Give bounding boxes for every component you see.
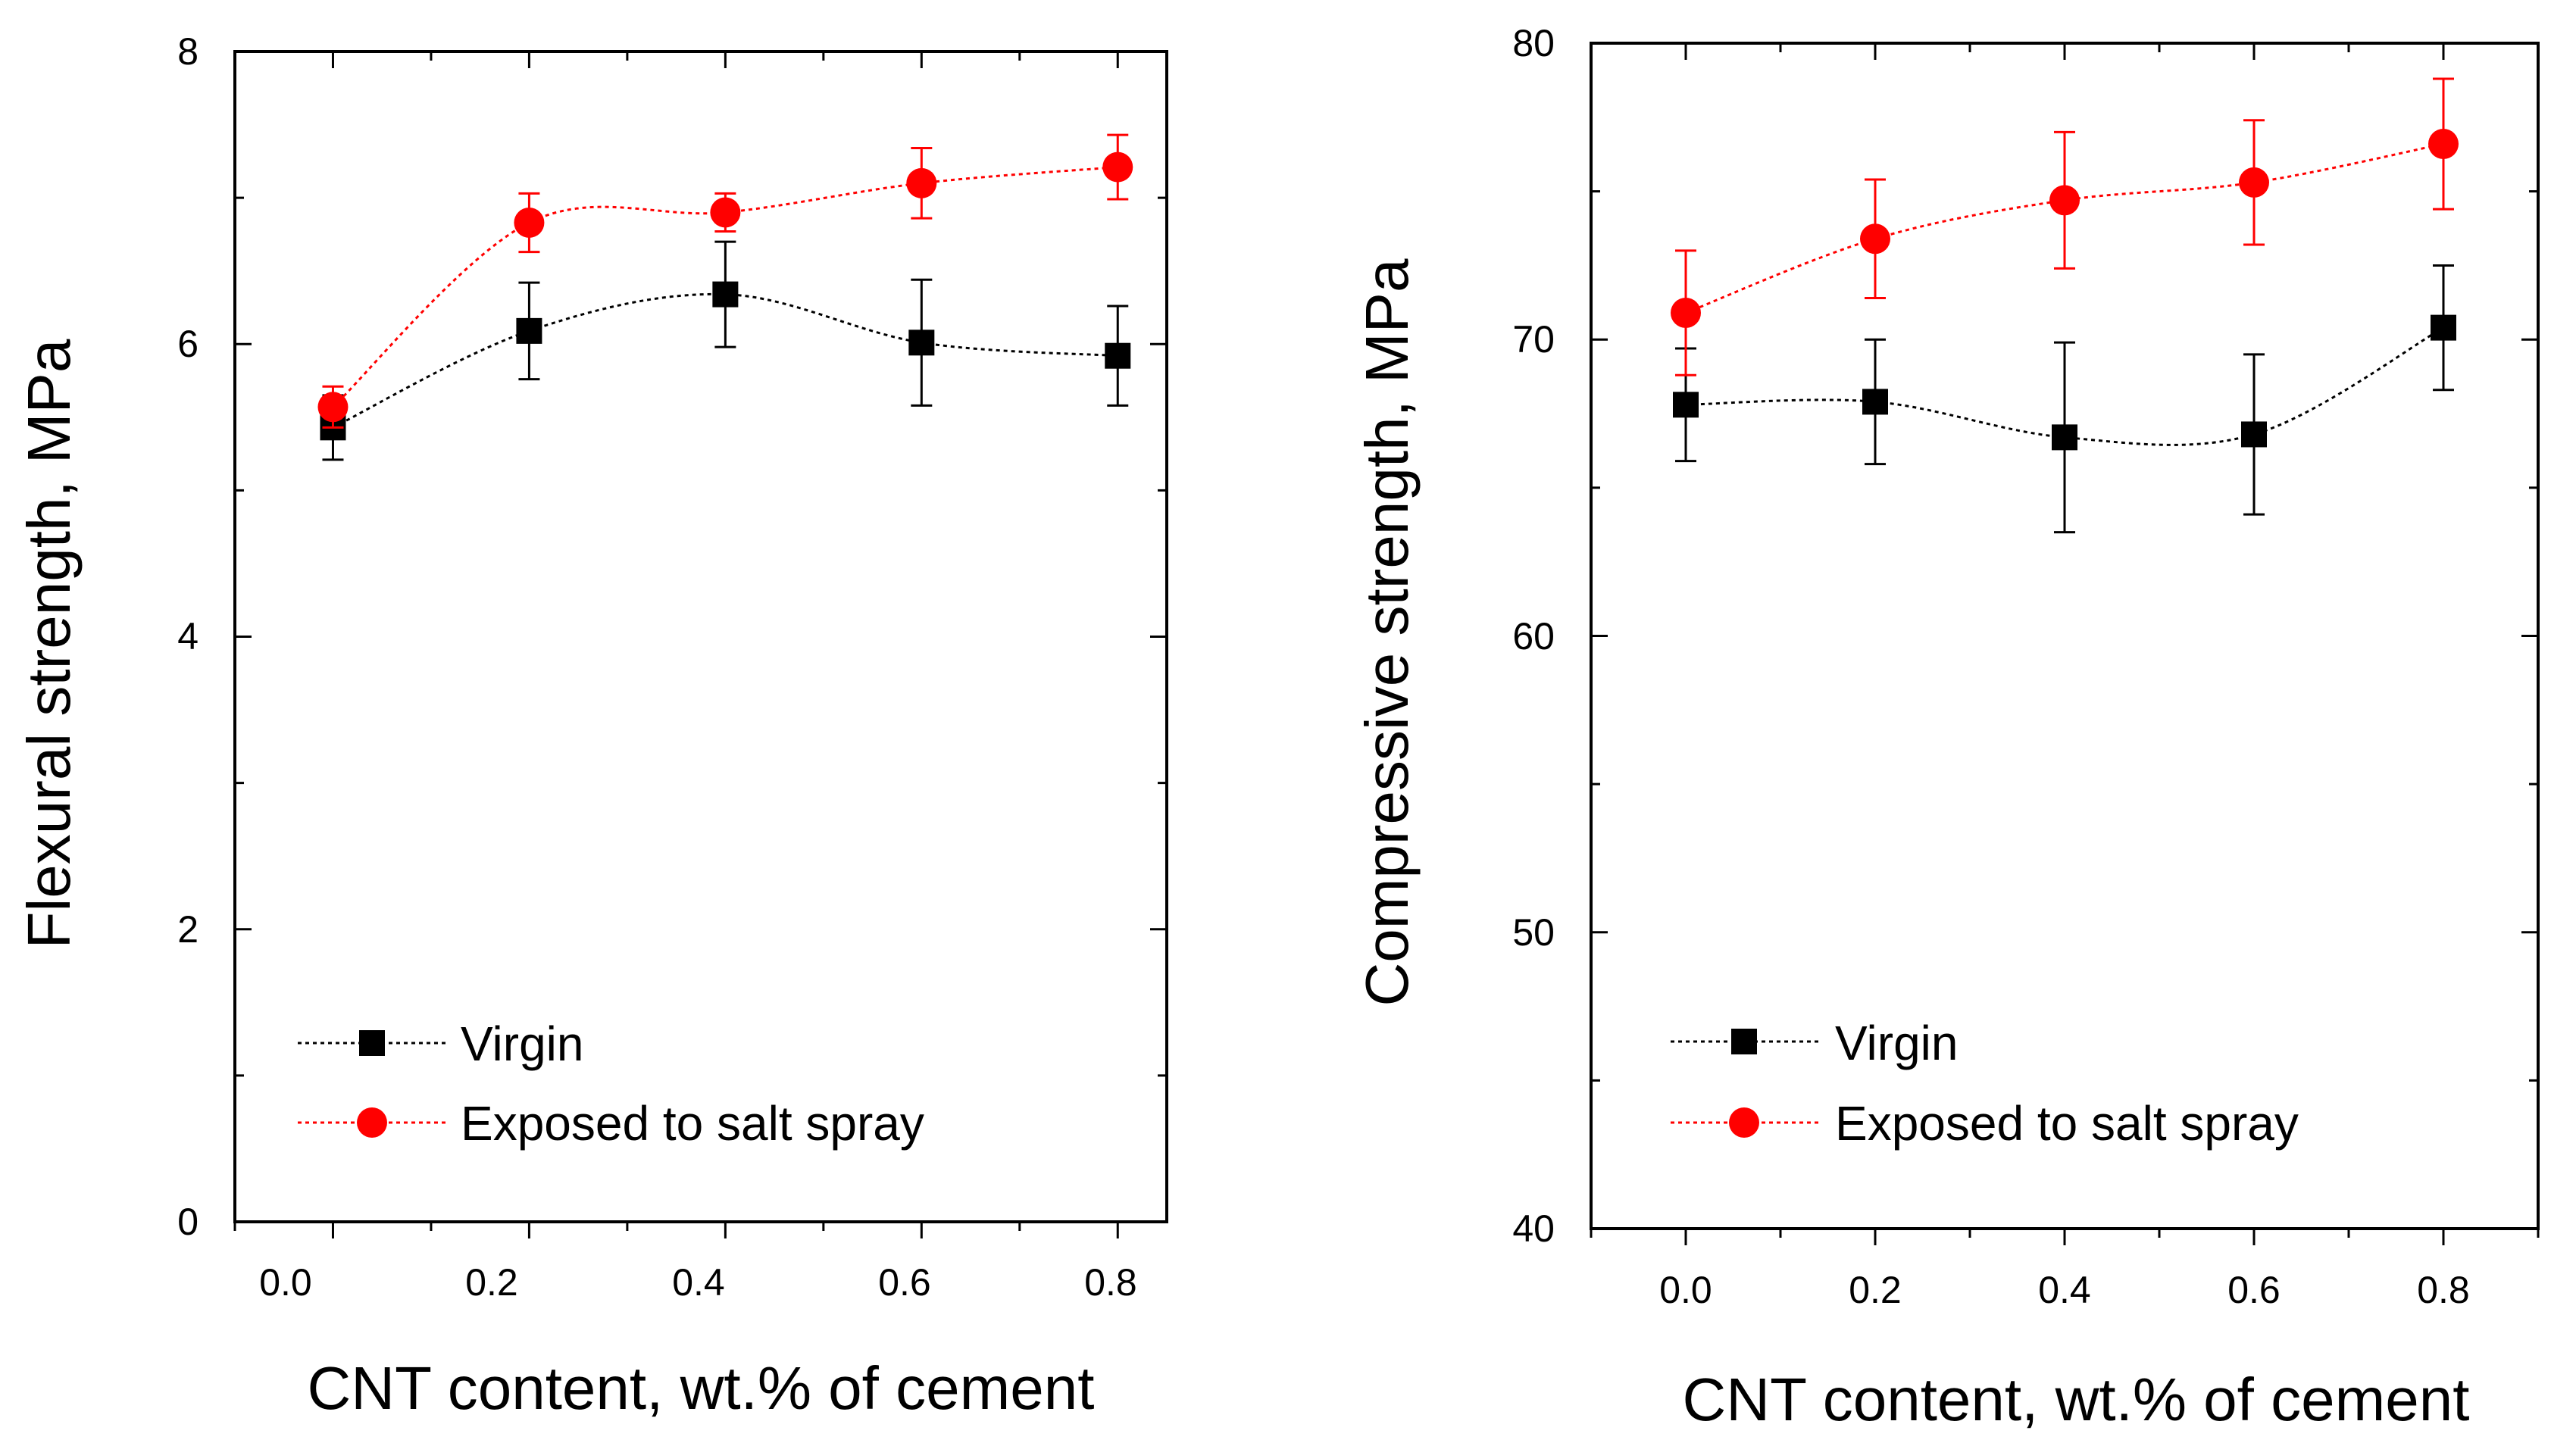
x-tick-label: 0.8	[1084, 1261, 1137, 1304]
data-point-salt	[2239, 167, 2269, 198]
data-point-salt	[906, 167, 937, 198]
y-tick-label: 40	[1512, 1207, 1555, 1250]
data-point-salt	[1860, 223, 1890, 255]
y-tick-label: 0	[177, 1201, 199, 1243]
legend-marker-salt	[1729, 1107, 1759, 1138]
y-axis-title: Flexural strength, MPa	[15, 339, 83, 948]
x-tick-label: 0.4	[672, 1261, 725, 1304]
y-tick-label: 8	[177, 30, 199, 73]
y-tick-label: 60	[1512, 615, 1555, 657]
data-point-virgin	[908, 330, 935, 356]
x-axis-title: CNT content, wt.% of cement	[308, 1354, 1095, 1422]
data-point-virgin	[1673, 392, 1699, 418]
legend: Virgin Exposed to salt spray	[298, 1017, 924, 1151]
data-point-salt	[1671, 298, 1701, 329]
x-tick-label: 0.8	[2417, 1269, 2470, 1311]
series-marks	[1671, 77, 2459, 534]
legend-label-salt: Exposed to salt spray	[1835, 1096, 2299, 1151]
y-tick-label: 80	[1512, 22, 1555, 64]
legend-marker-virgin	[1731, 1029, 1757, 1054]
flexural-strength-chart: 0 2 4 6 8 0.0 0.2 0.4 0.6 0.8 CNT conten…	[15, 30, 1168, 1422]
legend-label-salt: Exposed to salt spray	[461, 1096, 924, 1151]
data-point-salt	[1102, 151, 1133, 183]
data-point-salt	[514, 207, 545, 238]
x-tick-label: 0.4	[2038, 1269, 2091, 1311]
series-marks	[317, 133, 1133, 461]
legend-marker-virgin	[359, 1030, 385, 1056]
data-point-salt	[710, 197, 741, 228]
y-tick-label: 50	[1512, 911, 1555, 954]
legend-marker-salt	[357, 1107, 387, 1138]
x-tick-label: 0.2	[1849, 1269, 1902, 1311]
y-tick-label: 70	[1512, 318, 1555, 361]
x-tick-label: 0.6	[2227, 1269, 2281, 1311]
x-tick-label: 0.2	[465, 1261, 518, 1304]
data-point-virgin	[1862, 389, 1888, 415]
y-tick-label: 6	[177, 323, 199, 365]
legend: Virgin Exposed to salt spray	[1671, 1016, 2299, 1151]
data-point-virgin	[2431, 314, 2456, 341]
data-point-virgin	[2241, 421, 2267, 448]
axis-ticks	[1590, 42, 2540, 1245]
data-point-salt	[317, 392, 349, 423]
x-axis-title: CNT content, wt.% of cement	[1683, 1366, 2470, 1433]
data-point-virgin	[1105, 342, 1131, 369]
y-tick-label: 2	[177, 908, 199, 951]
axis-ticks	[233, 50, 1167, 1238]
x-tick-label: 0.0	[1659, 1269, 1712, 1311]
y-tick-label: 4	[177, 615, 199, 657]
x-tick-label: 0.6	[878, 1261, 931, 1304]
compressive-strength-chart: 40 50 60 70 80 0.0 0.2 0.4 0.6 0.8 CNT c…	[1353, 22, 2540, 1433]
data-point-virgin	[2052, 424, 2077, 451]
legend-label-virgin: Virgin	[1835, 1016, 1958, 1070]
data-point-virgin	[516, 317, 542, 344]
data-point-salt	[2428, 129, 2459, 160]
y-axis-title: Compressive strength, MPa	[1353, 258, 1421, 1007]
x-tick-label: 0.0	[259, 1261, 312, 1304]
data-point-salt	[2049, 185, 2080, 216]
data-point-virgin	[712, 281, 739, 308]
legend-label-virgin: Virgin	[461, 1017, 583, 1071]
